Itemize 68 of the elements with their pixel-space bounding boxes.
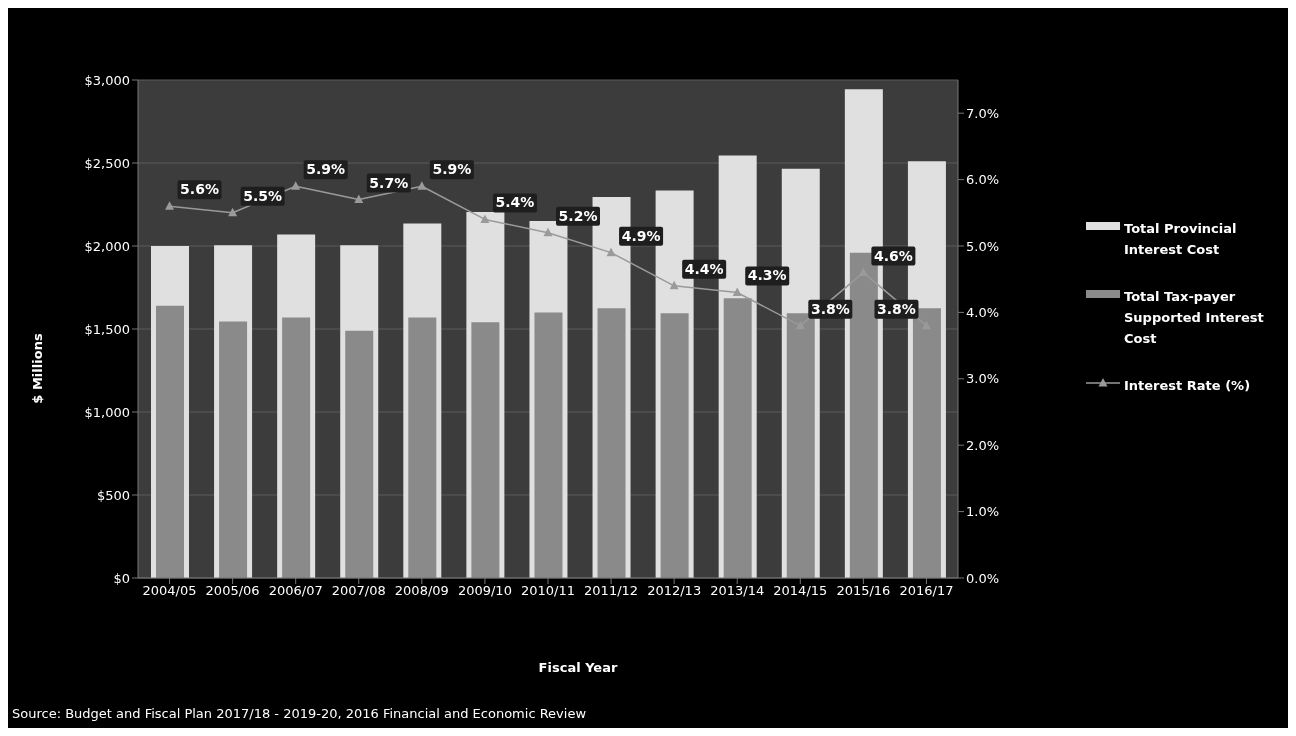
bar bbox=[219, 321, 248, 578]
point bbox=[669, 280, 679, 290]
point bbox=[354, 194, 364, 204]
data-label: 5.4% bbox=[495, 194, 535, 211]
bar bbox=[660, 313, 689, 578]
point bbox=[732, 287, 742, 296]
x-tick-label: 2006/07 bbox=[268, 583, 323, 599]
data-label: 5.7% bbox=[369, 174, 409, 191]
point bbox=[417, 181, 427, 190]
x-tick-label: 2009/10 bbox=[457, 583, 512, 599]
bar bbox=[786, 313, 815, 578]
y-tick-label: $1,500 bbox=[84, 321, 130, 337]
legend-label: Interest Rate (%) bbox=[1124, 377, 1251, 395]
data-label: 3.8% bbox=[810, 300, 850, 317]
y2-tick-label: 2.0% bbox=[966, 437, 1000, 453]
bar bbox=[345, 330, 374, 578]
legend-label: Total Provincial Interest Cost bbox=[1124, 220, 1238, 259]
y-tick-label: $3,000 bbox=[84, 72, 130, 88]
y2-tick-label: 6.0% bbox=[966, 172, 1000, 188]
x-tick-label: 2010/11 bbox=[520, 583, 576, 599]
y-tick-label: $1,000 bbox=[84, 404, 130, 420]
x-tick-label: 2014/15 bbox=[773, 583, 828, 599]
y-tick-label: $2,500 bbox=[84, 155, 130, 171]
data-label: 3.8% bbox=[877, 300, 916, 317]
point bbox=[291, 181, 301, 190]
data-label: 5.9% bbox=[432, 161, 472, 178]
legend-label: Total Tax-payer Supported Interest Cost bbox=[1124, 288, 1265, 348]
data-label: 4.4% bbox=[684, 260, 724, 277]
source-note: Source: Budget and Fiscal Plan 2017/18 - 2019-20, 2016 Financial and Economic Review bbox=[12, 706, 587, 721]
point bbox=[480, 214, 490, 223]
x-tick-label: 2008/09 bbox=[394, 583, 449, 599]
data-label: 4.6% bbox=[873, 247, 913, 264]
data-label: 4.9% bbox=[621, 227, 661, 244]
data-label: 5.2% bbox=[558, 207, 598, 224]
x-tick-label: 2004/05 bbox=[142, 583, 197, 599]
y2-tick-label: 7.0% bbox=[966, 105, 1000, 121]
data-label: 5.9% bbox=[306, 161, 346, 178]
x-tick-label: 2005/06 bbox=[205, 583, 260, 599]
y2-tick-label: 1.0% bbox=[966, 504, 1000, 520]
x-tick-label: 2011/12 bbox=[584, 583, 639, 599]
bar bbox=[408, 317, 437, 578]
x-axis-title: Fiscal Year bbox=[537, 660, 619, 675]
data-label: 5.6% bbox=[180, 181, 219, 198]
point bbox=[606, 247, 616, 257]
x-tick-label: 2016/17 bbox=[899, 583, 954, 599]
y2-tick-label: 0.0% bbox=[966, 570, 1000, 586]
bar bbox=[156, 305, 184, 578]
point bbox=[228, 207, 238, 217]
y-tick-label: $0 bbox=[113, 570, 130, 586]
x-tick-label: 2013/14 bbox=[710, 583, 765, 599]
bar bbox=[723, 298, 752, 578]
bar bbox=[597, 308, 626, 578]
x-tick-label: 2012/13 bbox=[647, 583, 702, 599]
data-label: 4.3% bbox=[747, 267, 787, 284]
y-tick-label: $500 bbox=[96, 487, 130, 503]
bar bbox=[282, 317, 311, 578]
x-tick-label: 2007/08 bbox=[331, 583, 386, 599]
y2-tick-label: 4.0% bbox=[966, 305, 1000, 321]
point bbox=[165, 201, 175, 210]
x-tick-label: 2015/16 bbox=[836, 583, 891, 599]
y-axis-title: $ Millions bbox=[29, 332, 45, 404]
bar bbox=[534, 312, 563, 578]
y2-tick-label: 5.0% bbox=[966, 238, 1000, 254]
bar bbox=[471, 322, 500, 578]
point bbox=[543, 227, 553, 237]
data-label: 5.5% bbox=[243, 187, 283, 204]
y-tick-label: $2,000 bbox=[84, 238, 130, 254]
y2-tick-label: 3.0% bbox=[966, 371, 1000, 387]
